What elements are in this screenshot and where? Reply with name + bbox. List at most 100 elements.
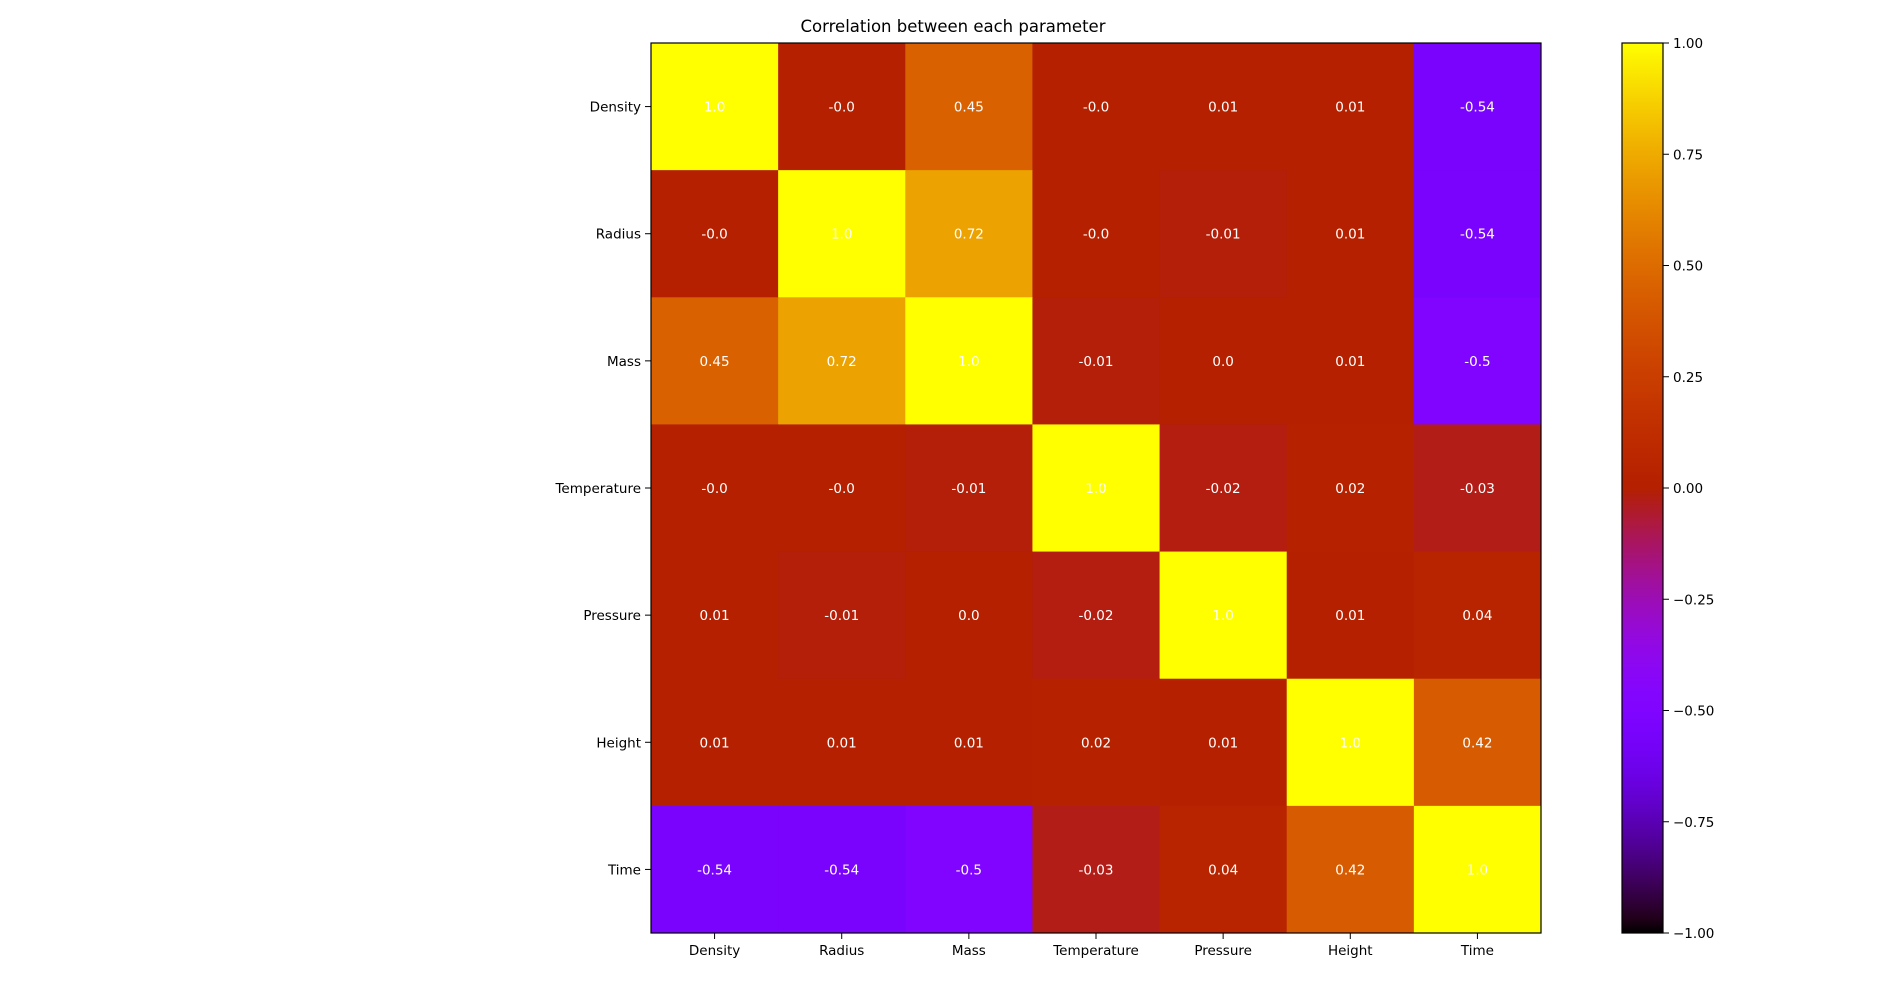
y-tick-label: Time (607, 862, 641, 878)
heatmap-cell (1286, 43, 1415, 171)
heatmap-cell (778, 170, 906, 298)
colorbar-tick-label: 1.00 (1673, 36, 1703, 52)
cell-value-label: -0.01 (1079, 354, 1114, 370)
cell-value-label: 0.45 (700, 354, 730, 370)
heatmap-cell (905, 297, 1033, 425)
heatmap-cell (1159, 678, 1288, 807)
heatmap-cell (905, 678, 1033, 807)
heatmap-cell (651, 805, 779, 934)
heatmap-cell (1286, 297, 1415, 425)
y-tick-label: Density (590, 100, 641, 116)
heatmap-cell (1032, 43, 1161, 171)
heatmap-cell (1032, 297, 1161, 425)
cell-value-label: -0.0 (701, 227, 727, 243)
cell-value-label: 0.01 (1208, 100, 1238, 116)
cell-value-label: 0.04 (1462, 608, 1492, 624)
heatmap-cell (1159, 43, 1288, 171)
colorbar-tick-label: 0.75 (1673, 147, 1703, 163)
cell-value-label: 0.45 (954, 100, 984, 116)
cell-value-label: 1.0 (958, 354, 979, 370)
x-axis: Density Radius Mass Temperature Pressure Heig… (689, 933, 1494, 959)
heatmap-cell (1286, 424, 1415, 553)
colorbar-tick-label: −0.50 (1673, 704, 1714, 720)
cell-value-label: 0.42 (1462, 735, 1492, 751)
cell-value-label: 0.02 (1081, 735, 1111, 751)
heatmap-cell (1286, 551, 1415, 680)
colorbar-tick-label: −1.00 (1673, 926, 1714, 942)
cell-value-label: -0.02 (1079, 608, 1114, 624)
cell-value-label: 1.0 (831, 227, 852, 243)
heatmap-cell (651, 551, 779, 680)
heatmap-cell (1413, 424, 1542, 553)
heatmap-cell (1413, 170, 1542, 298)
cell-value-label: 0.01 (1335, 354, 1365, 370)
x-tick-label: Temperature (1052, 943, 1139, 959)
y-tick-label: Height (596, 735, 641, 751)
x-tick-label: Mass (952, 943, 986, 959)
heatmap-cell (1413, 43, 1542, 171)
cell-value-label: -0.54 (1460, 227, 1495, 243)
x-tick-label: Density (689, 943, 740, 959)
cell-value-label: -0.01 (824, 608, 859, 624)
colorbar-tick-label: 0.50 (1673, 259, 1703, 275)
cell-value-label: 1.0 (1340, 735, 1361, 751)
cell-value-label: -0.5 (1464, 354, 1490, 370)
heatmap-cell (1159, 424, 1288, 553)
heatmap-cell (905, 424, 1033, 553)
y-axis: Density Radius Mass Temperature Pressure Heig… (554, 100, 651, 878)
cell-value-label: -0.01 (951, 481, 986, 497)
heatmap-cell (778, 297, 906, 425)
cell-value-label: -0.54 (824, 862, 859, 878)
heatmap-cell (651, 43, 779, 171)
cell-value-label: 1.0 (1085, 481, 1106, 497)
heatmap-cell (1413, 678, 1542, 807)
colorbar-gradient (1621, 42, 1664, 934)
heatmap-cell (778, 678, 906, 807)
y-tick-label: Mass (607, 354, 641, 370)
x-tick-label: Radius (819, 943, 864, 959)
cell-value-label: -0.0 (1083, 227, 1109, 243)
colorbar: 1.00 0.75 0.50 0.25 0.00 −0.25 −0.50 −0.75 −1.00 (1621, 36, 1714, 942)
y-tick-label: Radius (596, 227, 641, 243)
heatmap-cell (1032, 424, 1161, 553)
cell-value-label: 0.01 (827, 735, 857, 751)
heatmap-cell (778, 424, 906, 553)
cell-value-label: -0.03 (1460, 481, 1495, 497)
heatmap-cell (1159, 551, 1288, 680)
chart-title: Correlation between each parameter (801, 17, 1106, 36)
x-tick-label: Time (1460, 943, 1494, 959)
cell-value-label: -0.54 (1460, 100, 1495, 116)
heatmap-cell (1032, 170, 1161, 298)
cell-value-label: 1.0 (1212, 608, 1233, 624)
heatmap-cell (1286, 170, 1415, 298)
heatmap-cell (651, 297, 779, 425)
y-tick-label: Temperature (554, 481, 641, 497)
heatmap-cell (905, 43, 1033, 171)
colorbar-tick-label: −0.25 (1673, 592, 1714, 608)
heatmap-cell (1032, 805, 1161, 934)
cell-value-label: -0.02 (1206, 481, 1241, 497)
cell-value-label: -0.01 (1206, 227, 1241, 243)
heatmap-cell (651, 424, 779, 553)
y-tick-label: Pressure (583, 608, 641, 624)
cell-value-label: 1.0 (704, 100, 725, 116)
heatmap-cell (1032, 551, 1161, 680)
x-tick-label: Height (1328, 943, 1373, 959)
cell-value-label: -0.0 (829, 481, 855, 497)
cell-value-label: -0.03 (1079, 862, 1114, 878)
heatmap-cell (651, 170, 779, 298)
cell-value-label: 0.72 (827, 354, 857, 370)
heatmap-cell (651, 678, 779, 807)
heatmap-cell-labels: 1.0 -0.0 0.45 -0.0 0.01 0.01 -0.54 -0.0 1.0 0.72 -… (697, 100, 1495, 879)
cell-value-label: 0.02 (1335, 481, 1365, 497)
cell-value-label: 0.04 (1208, 862, 1238, 878)
heatmap-cell (905, 170, 1033, 298)
cell-value-label: 0.01 (700, 608, 730, 624)
cell-value-label: 0.0 (1212, 354, 1233, 370)
heatmap-cell (1159, 170, 1288, 298)
cell-value-label: 0.0 (958, 608, 979, 624)
cell-value-label: 0.01 (1335, 608, 1365, 624)
heatmap-cells (651, 43, 1542, 934)
